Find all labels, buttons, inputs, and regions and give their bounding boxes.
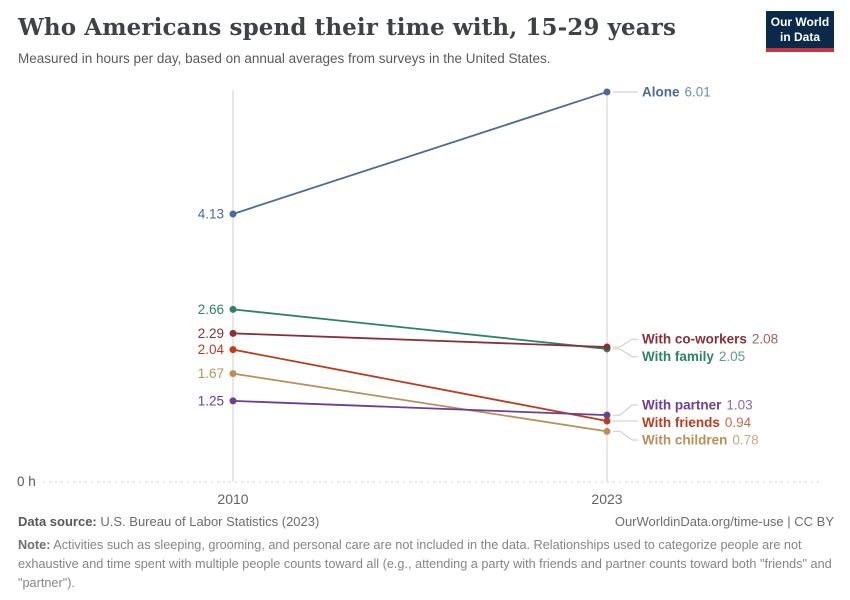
- series-line: [232, 308, 608, 350]
- note-text: Activities such as sleeping, grooming, a…: [18, 538, 832, 591]
- series-end-label: With children 0.78: [642, 433, 759, 448]
- owid-logo[interactable]: Our World in Data: [766, 11, 834, 52]
- chart-header: Who Americans spend their time with, 15-…: [18, 14, 750, 67]
- series-point-end: [603, 417, 611, 425]
- series-point-start: [229, 397, 237, 405]
- series-point-end: [603, 343, 611, 351]
- series-point-start: [229, 346, 237, 354]
- series-line: [232, 91, 608, 215]
- series-line: [232, 372, 608, 433]
- series-line: [232, 399, 608, 417]
- series-point-start: [229, 305, 237, 313]
- series-start-value: 2.66: [198, 302, 224, 317]
- note-label: Note:: [18, 538, 51, 552]
- series-point-start: [229, 370, 237, 378]
- series-start-value: 4.13: [198, 206, 224, 221]
- series-start-value: 2.04: [198, 342, 225, 357]
- data-source: Data source: U.S. Bureau of Labor Statis…: [18, 514, 319, 529]
- series-start-value: 1.67: [198, 366, 224, 381]
- series-label-connector: [613, 430, 638, 441]
- x-tick-label: 2023: [591, 491, 622, 507]
- owid-logo-line1: Our World: [770, 14, 830, 29]
- owid-logo-line2: in Data: [779, 29, 820, 44]
- data-source-value: U.S. Bureau of Labor Statistics (2023): [100, 514, 320, 529]
- x-tick-label: 2010: [217, 491, 248, 507]
- source-row: Data source: U.S. Bureau of Labor Statis…: [18, 514, 834, 529]
- series-start-value: 1.25: [198, 393, 224, 408]
- series-label-connector: [613, 348, 638, 358]
- series-label-connector: [613, 338, 638, 348]
- owid-license-link[interactable]: OurWorldinData.org/time-use | CC BY: [614, 514, 834, 529]
- chart-note: Note: Activities such as sleeping, groom…: [18, 536, 834, 593]
- chart-title: Who Americans spend their time with, 15-…: [18, 14, 677, 41]
- slope-chart: 2010 2023 0 h 4.13 2.66 2.292.04 1.67 1.25 Alone…: [17, 84, 823, 507]
- series-start-value: 2.29: [198, 326, 224, 341]
- series-point-end: [603, 88, 611, 96]
- series-end-label: With family 2.05: [642, 349, 745, 364]
- series-point-end: [603, 427, 611, 435]
- series-point-start: [229, 210, 237, 218]
- data-source-label: Data source:: [18, 514, 97, 529]
- series-end-label: With co-workers 2.08: [642, 332, 778, 347]
- series-end-label: With partner 1.03: [642, 398, 753, 413]
- series-line: [232, 348, 608, 422]
- series-end-label: With friends 0.94: [642, 415, 752, 430]
- series-label-connector: [613, 404, 638, 416]
- series-point-start: [229, 329, 237, 337]
- y-zero-label: 0 h: [17, 474, 36, 489]
- chart-footer: Data source: U.S. Bureau of Labor Statis…: [18, 514, 834, 593]
- series-line: [232, 332, 608, 348]
- series-end-label: Alone 6.01: [642, 84, 711, 99]
- series-point-end: [603, 411, 611, 419]
- chart-subtitle: Measured in hours per day, based on annu…: [18, 50, 551, 66]
